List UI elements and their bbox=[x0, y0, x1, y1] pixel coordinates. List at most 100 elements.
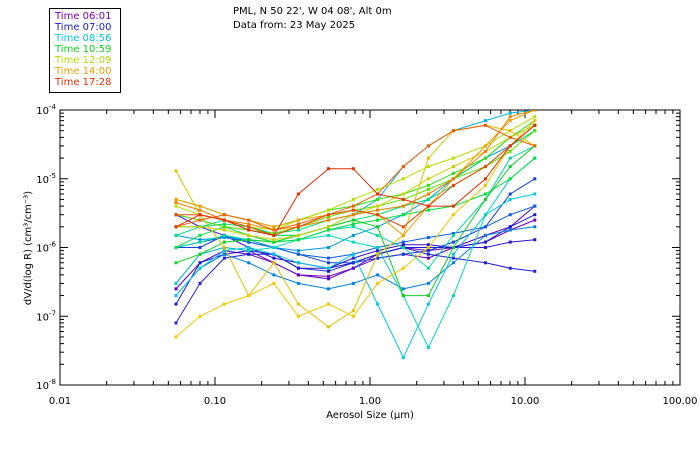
data-point bbox=[174, 261, 178, 265]
data-point bbox=[426, 197, 430, 201]
data-point bbox=[426, 294, 430, 298]
data-point bbox=[351, 309, 355, 313]
data-point bbox=[351, 233, 355, 237]
data-point bbox=[174, 204, 178, 208]
data-point bbox=[222, 222, 226, 226]
data-point bbox=[198, 266, 202, 270]
series-line bbox=[176, 124, 536, 236]
data-point bbox=[401, 246, 405, 249]
data-point bbox=[296, 261, 300, 265]
data-point bbox=[247, 246, 251, 249]
series-15:20 bbox=[174, 123, 537, 232]
data-point bbox=[484, 192, 487, 196]
data-point bbox=[327, 266, 330, 270]
data-point bbox=[451, 256, 455, 260]
series-line bbox=[175, 110, 535, 237]
data-point bbox=[533, 269, 537, 273]
data-point bbox=[376, 192, 380, 196]
data-point bbox=[222, 256, 226, 260]
data-point bbox=[401, 252, 405, 256]
data-point bbox=[327, 302, 330, 306]
series-08:40 bbox=[174, 110, 537, 237]
data-point bbox=[174, 287, 178, 291]
data-point bbox=[426, 177, 430, 181]
data-point bbox=[272, 228, 276, 232]
data-point bbox=[401, 197, 405, 201]
data-point bbox=[508, 119, 512, 123]
data-point bbox=[222, 246, 226, 249]
data-point bbox=[508, 192, 512, 196]
x-axis-label: Aerosol Size (µm) bbox=[326, 410, 414, 421]
data-point bbox=[484, 246, 487, 249]
data-point bbox=[401, 204, 405, 208]
data-point bbox=[296, 218, 300, 222]
data-point bbox=[272, 252, 276, 256]
data-point bbox=[451, 261, 455, 265]
data-point bbox=[351, 213, 355, 217]
data-point bbox=[327, 261, 330, 265]
data-point bbox=[351, 261, 355, 265]
legend-item: Time 12:09 bbox=[55, 55, 112, 66]
data-point bbox=[174, 302, 178, 306]
data-point bbox=[296, 225, 300, 229]
data-point bbox=[222, 233, 226, 237]
data-point bbox=[327, 208, 330, 212]
data-point bbox=[222, 236, 226, 239]
data-point bbox=[484, 197, 487, 201]
data-point bbox=[533, 110, 537, 112]
data-point bbox=[247, 233, 251, 237]
data-point bbox=[426, 246, 430, 249]
data-point bbox=[484, 240, 487, 244]
legend-item: Time 07:00 bbox=[55, 22, 112, 33]
data-point bbox=[401, 266, 405, 270]
data-point bbox=[376, 218, 380, 222]
data-point bbox=[222, 249, 226, 253]
data-point bbox=[508, 197, 512, 201]
data-point bbox=[247, 261, 251, 265]
data-point bbox=[376, 252, 380, 256]
data-point bbox=[508, 228, 512, 232]
data-point bbox=[426, 156, 430, 160]
data-point bbox=[508, 149, 512, 153]
data-point bbox=[426, 236, 430, 239]
data-point bbox=[327, 233, 330, 237]
data-point bbox=[484, 225, 487, 229]
data-point bbox=[508, 240, 512, 244]
data-point bbox=[222, 240, 226, 244]
data-point bbox=[272, 281, 276, 285]
data-point bbox=[351, 218, 355, 222]
data-point bbox=[351, 222, 355, 226]
data-point bbox=[376, 187, 380, 191]
series-13:40 bbox=[174, 119, 537, 339]
series-11:20 bbox=[174, 119, 537, 229]
data-point bbox=[272, 232, 276, 235]
data-point bbox=[376, 256, 380, 260]
data-point bbox=[376, 273, 380, 277]
data-point bbox=[451, 171, 455, 175]
data-point bbox=[426, 183, 430, 187]
data-point bbox=[426, 208, 430, 212]
data-point bbox=[451, 240, 455, 244]
data-point bbox=[351, 204, 355, 208]
y-tick-label: 10-5 bbox=[36, 172, 56, 186]
data-point bbox=[533, 119, 537, 123]
legend-item: Time 17:28 bbox=[55, 77, 112, 88]
data-point bbox=[222, 218, 226, 222]
series-17:28 bbox=[174, 123, 537, 237]
data-point bbox=[247, 218, 251, 222]
data-point bbox=[451, 177, 455, 181]
data-point bbox=[272, 261, 276, 265]
series-line bbox=[176, 124, 536, 236]
data-point bbox=[296, 252, 300, 256]
data-point bbox=[174, 225, 178, 229]
data-point bbox=[174, 233, 178, 237]
data-point bbox=[426, 266, 430, 270]
data-point bbox=[327, 225, 330, 229]
data-point bbox=[327, 256, 330, 260]
data-point bbox=[376, 225, 380, 229]
data-point bbox=[401, 165, 405, 169]
data-point bbox=[247, 222, 251, 226]
data-point bbox=[533, 238, 537, 242]
data-point bbox=[351, 240, 355, 244]
data-point bbox=[351, 314, 355, 318]
